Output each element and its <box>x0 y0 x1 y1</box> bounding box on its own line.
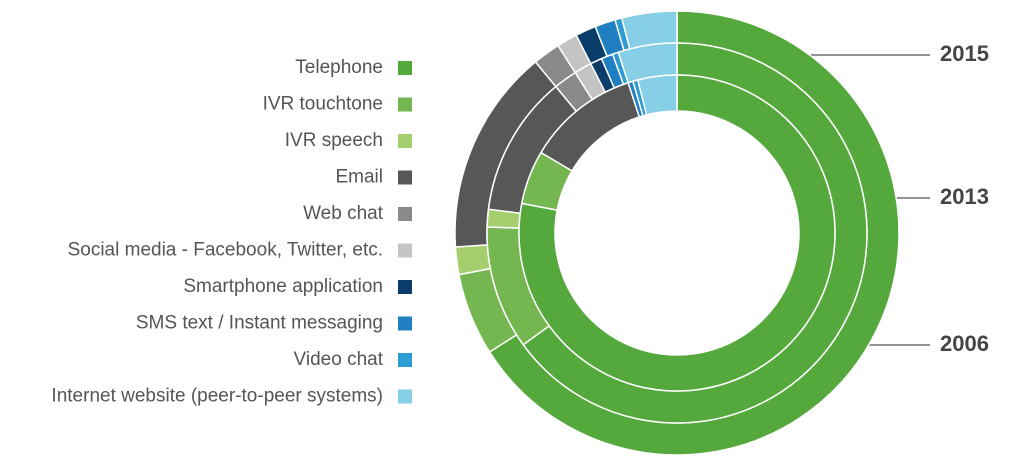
ring-label: 2015 <box>940 41 989 66</box>
legend-swatch <box>398 389 412 404</box>
legend-label: SMS text / Instant messaging <box>136 313 383 334</box>
legend-swatch <box>398 353 412 367</box>
legend-label: Email <box>335 167 383 188</box>
legend-label: Smartphone application <box>183 276 383 297</box>
legend-swatch <box>398 97 412 112</box>
legend-swatch <box>398 61 412 75</box>
legend-label: IVR speech <box>285 130 383 151</box>
legend-swatch <box>398 316 412 331</box>
ring-segment <box>454 244 492 276</box>
ring-label: 2006 <box>940 331 989 356</box>
legend-swatch <box>398 280 412 294</box>
ring-segment <box>636 74 678 116</box>
legend-label: Web chat <box>303 203 384 224</box>
legend-swatch <box>398 134 412 148</box>
legend-swatch <box>398 170 412 185</box>
legend-label: Internet website (peer-to-peer systems) <box>51 386 383 407</box>
legend-label: Telephone <box>295 57 383 78</box>
legend-label: IVR touchtone <box>263 94 383 115</box>
ring-label: 2013 <box>940 184 989 209</box>
legend-swatch <box>398 207 412 221</box>
legend-label: Video chat <box>294 349 384 370</box>
ring-segment <box>518 74 836 392</box>
legend-label: Social media - Facebook, Twitter, etc. <box>68 240 383 261</box>
legend-swatch <box>398 243 412 258</box>
